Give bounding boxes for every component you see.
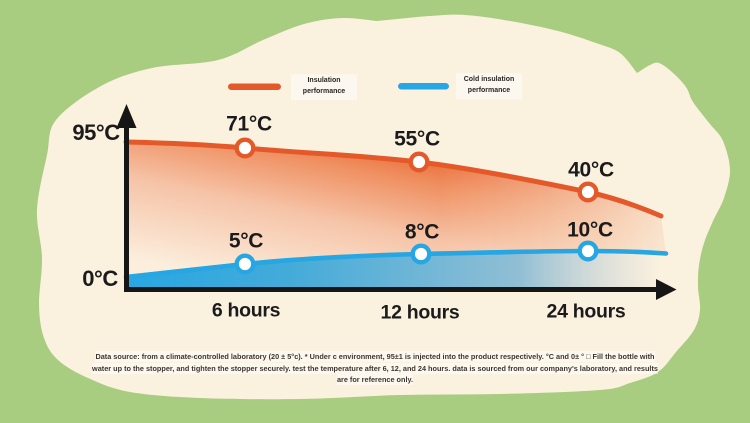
legend-swatch-cold [398, 83, 449, 90]
legend-label-insulation: Insulation performance [291, 74, 357, 100]
cold-point-label-12h: 8°C [404, 220, 440, 244]
cold-point-label-6h: 5°C [228, 229, 264, 253]
insulation-area [126, 142, 666, 277]
x-label-24-hours: 24 hours [546, 300, 626, 323]
cold-area [126, 251, 666, 287]
insulation-point-6h [234, 137, 256, 159]
x-label-6-hours: 6 hours [211, 299, 281, 322]
x-axis-arrow [656, 279, 677, 300]
cold-point-24h [577, 240, 599, 262]
cold-point-12h [410, 243, 432, 265]
y-axis-arrow [116, 104, 137, 128]
footnote: Data source: from a climate-controlled l… [92, 351, 658, 386]
insulation-point-label-12h: 55°C [394, 127, 440, 151]
insulation-point-24h [577, 181, 599, 203]
footnote-text: Data source: from a climate-controlled l… [92, 351, 658, 386]
insulation-point-label-24h: 40°C [568, 158, 614, 182]
legend-label-cold: Cold insulation performance [456, 73, 522, 99]
x-label-12-hours: 12 hours [380, 301, 460, 324]
y-axis-top-label: 95°C [72, 120, 120, 145]
y-axis-bottom-label: 0°C [82, 266, 118, 291]
insulation-point-12h [408, 151, 430, 173]
legend-swatch-insulation [228, 83, 281, 90]
cold-point-6h [234, 253, 256, 275]
insulation-point-label-6h: 71°C [226, 112, 272, 136]
cold-point-label-24h: 10°C [567, 218, 613, 242]
